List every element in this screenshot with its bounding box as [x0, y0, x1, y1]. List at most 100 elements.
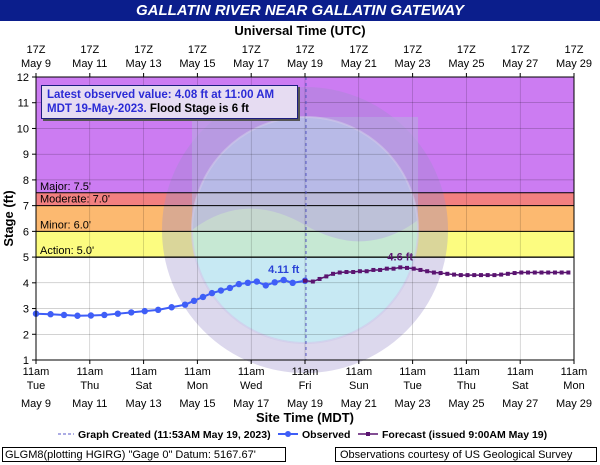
- x-tick-time: 11am: [561, 366, 588, 378]
- x-tick-date: May 19: [287, 398, 323, 410]
- x-tick-day: Mon: [187, 380, 208, 392]
- observed-point: [208, 289, 216, 297]
- x-tick-date: May 11: [72, 398, 107, 410]
- observed-point: [262, 282, 269, 289]
- x-tick-time: 11am: [23, 366, 50, 378]
- x-tick-day: Mon: [563, 380, 584, 392]
- forecast-point: [478, 273, 483, 278]
- flood-stage-note: Flood Stage is 6 ft: [149, 103, 249, 115]
- x2-tick-time: 17Z: [565, 44, 584, 56]
- observed-point: [128, 309, 135, 316]
- x2-tick-time: 17Z: [511, 44, 530, 56]
- forecast-point: [458, 273, 463, 278]
- x-tick-date: May 9: [21, 398, 51, 410]
- forecast-point: [505, 271, 510, 276]
- x-tick-day: Tue: [27, 380, 46, 392]
- forecast-point: [485, 273, 490, 278]
- y-tick-label: 4: [23, 278, 29, 290]
- x-tick-date: May 23: [395, 398, 431, 410]
- latest-date: MDT 19-May-2023.: [47, 103, 147, 115]
- forecast-point: [492, 273, 497, 278]
- latest-prefix: Latest observed value:: [47, 89, 172, 101]
- y-tick-label: 7: [23, 201, 29, 213]
- observed-point: [289, 279, 296, 287]
- y-tick-label: 9: [23, 149, 29, 161]
- x2-tick-date: May 27: [502, 58, 538, 70]
- observed-point: [114, 310, 122, 317]
- noaa-watermark-icon: [162, 87, 448, 373]
- forecast-point: [532, 270, 537, 275]
- x-tick-time: 11am: [292, 366, 319, 378]
- x2-tick-date: May 15: [179, 58, 215, 70]
- forecast-point: [317, 276, 322, 281]
- observed-point: [168, 304, 175, 311]
- x-tick-day: Fri: [299, 380, 312, 392]
- legend: Graph Created (11:53AM May 19, 2023) Obse…: [58, 429, 547, 441]
- observed-point: [190, 297, 198, 305]
- forecast-point: [445, 271, 450, 276]
- x-axis-label: Site Time (MDT): [256, 410, 354, 425]
- x2-tick-date: May 11: [72, 58, 107, 70]
- x2-tick-date: May 23: [395, 58, 431, 70]
- latest-value: 4.08 ft at 11:00 AM: [174, 89, 275, 101]
- observed-point: [244, 279, 252, 287]
- forecast-point: [411, 266, 416, 271]
- y-tick-label: 5: [23, 252, 29, 264]
- observed-point: [271, 279, 278, 286]
- forecast-point: [337, 270, 342, 275]
- observed-point: [141, 307, 148, 315]
- forecast-point: [344, 270, 349, 275]
- forecast-point: [418, 267, 423, 272]
- forecast-point: [465, 273, 470, 278]
- forecast-point: [404, 265, 409, 270]
- x2-tick-time: 17Z: [457, 44, 476, 56]
- x2-tick-date: May 21: [341, 58, 377, 70]
- x-tick-time: 11am: [76, 366, 103, 378]
- observed-point: [217, 287, 225, 294]
- x2-tick-time: 17Z: [80, 44, 99, 56]
- x-tick-time: 11am: [399, 366, 426, 378]
- x2-tick-date: May 17: [233, 58, 269, 70]
- peak-label: 4.6 ft: [387, 251, 413, 263]
- x-tick-time: 11am: [453, 366, 480, 378]
- y-tick-label: 10: [17, 123, 29, 135]
- y-tick-label: 8: [23, 175, 29, 187]
- forecast-point: [364, 269, 369, 274]
- x-tick-time: 11am: [238, 366, 265, 378]
- top-axis-label: Universal Time (UTC): [234, 23, 366, 38]
- x-tick-day: Sun: [349, 380, 369, 392]
- legend-observed-label: Observed: [302, 429, 350, 441]
- x-tick-date: May 29: [556, 398, 592, 410]
- legend-observed-marker: [285, 431, 291, 437]
- forecast-point: [546, 270, 551, 275]
- forecast-point: [499, 272, 504, 277]
- y-tick-label: 12: [17, 72, 29, 84]
- peak-label: 4.11 ft: [268, 264, 300, 276]
- forecast-point: [559, 270, 564, 275]
- x-tick-date: May 15: [179, 398, 215, 410]
- y-tick-label: 1: [23, 355, 29, 367]
- forecast-point: [539, 270, 544, 275]
- series-layer: 4.11 ft 4.6 ft: [32, 77, 571, 360]
- observed-point: [181, 301, 189, 308]
- forecast-point: [351, 270, 356, 275]
- x-tick-date: May 13: [126, 398, 162, 410]
- watermark-ring: [162, 87, 448, 373]
- x2-tick-date: May 25: [448, 58, 484, 70]
- x2-tick-time: 17Z: [134, 44, 153, 56]
- forecast-point: [512, 271, 517, 276]
- legend-graph-created-label: Graph Created (11:53AM May 19, 2023): [78, 429, 271, 441]
- legend-forecast-marker: [366, 432, 370, 436]
- forecast-point: [566, 270, 571, 275]
- x-tick-day: Tue: [403, 380, 422, 392]
- forecast-point: [425, 269, 430, 274]
- x-tick-time: 11am: [345, 366, 372, 378]
- observed-point: [74, 312, 81, 319]
- x-tick-date: May 21: [341, 398, 377, 410]
- band-label-moderate: Moderate: 7.0': [40, 194, 110, 206]
- data-credit: Observations courtesy of US Geological S…: [335, 447, 597, 462]
- observed-point: [199, 293, 207, 301]
- watermark-outline: [191, 116, 419, 344]
- band-label-major: Major: 7.5': [40, 181, 91, 193]
